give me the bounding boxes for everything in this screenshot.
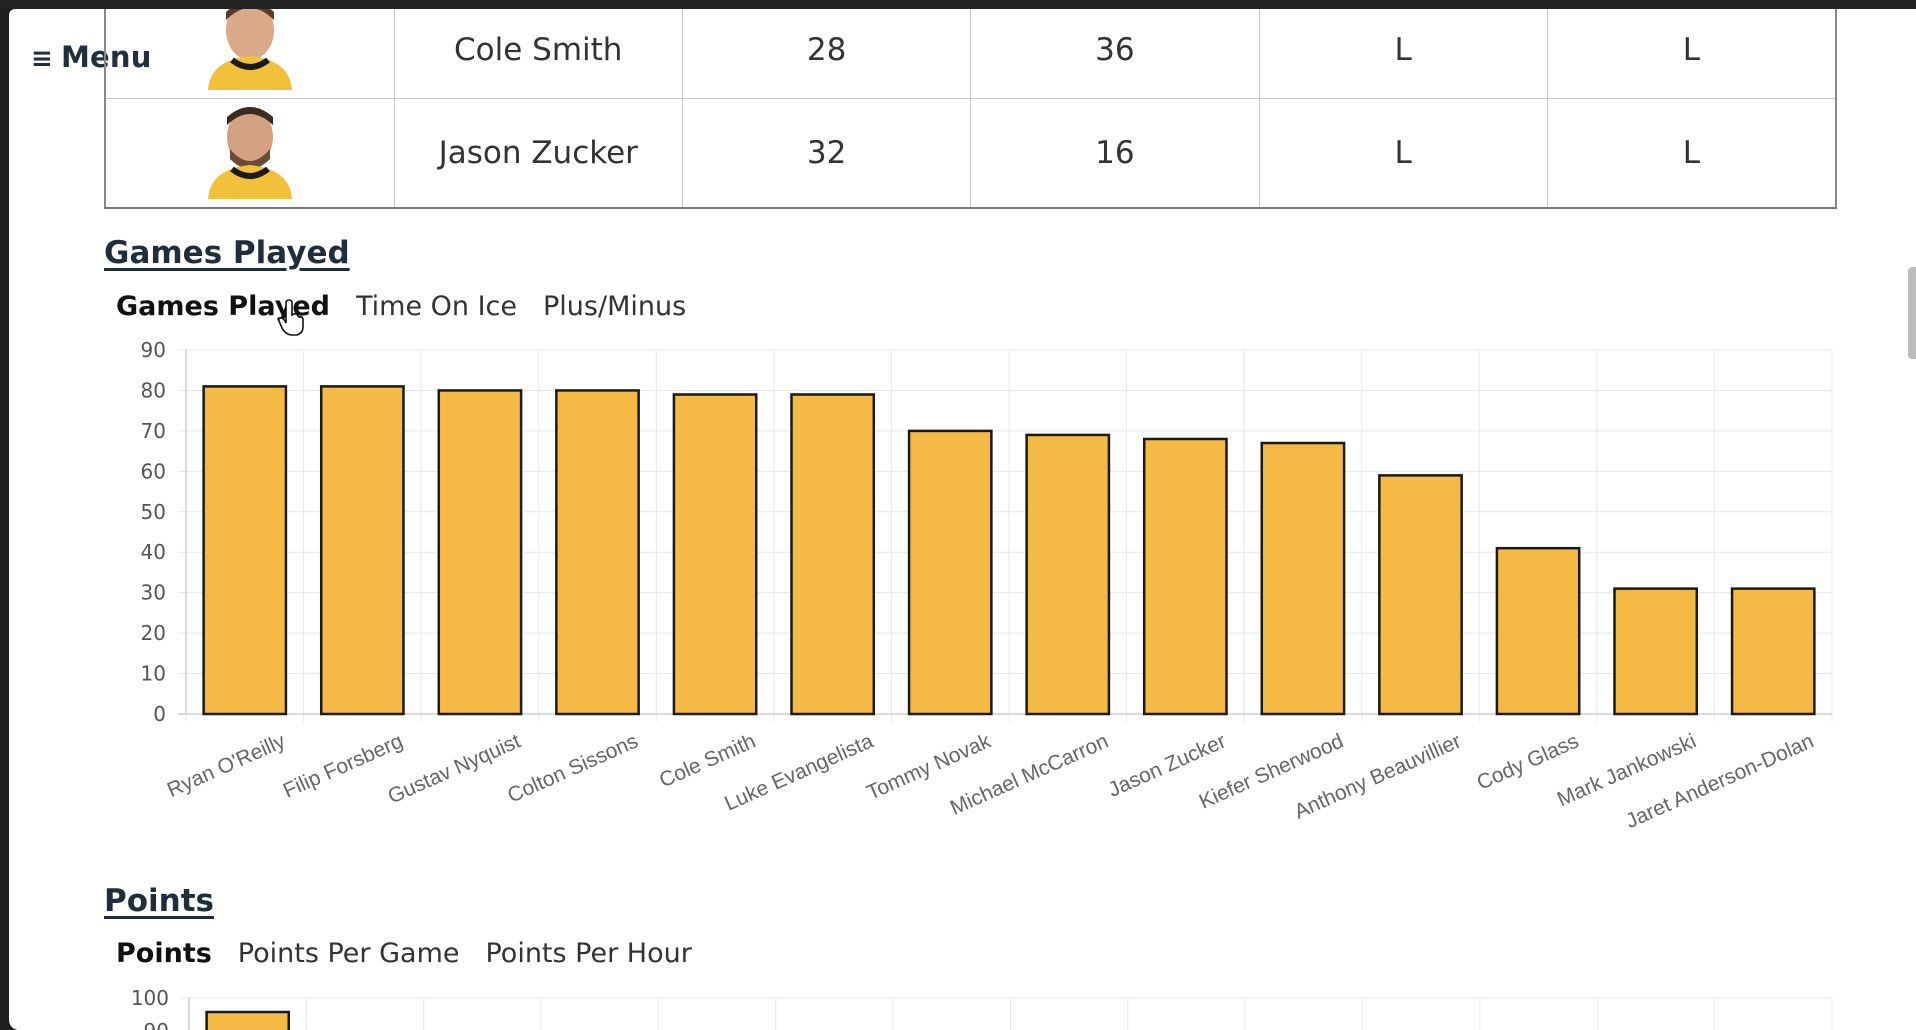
bar	[205, 1010, 291, 1030]
points-chart: 100 90	[131, 986, 1833, 1030]
scrollbar-thumb[interactable]	[1908, 267, 1916, 359]
player-name: Jason Zucker	[393, 98, 683, 209]
tab-points[interactable]: Points	[116, 938, 212, 969]
y-tick-label: 90	[144, 1019, 169, 1030]
bar	[1730, 587, 1816, 716]
tab-points-per-game[interactable]: Points Per Game	[237, 938, 460, 969]
y-tick-label: 20	[141, 621, 166, 645]
y-tick-label: 30	[141, 581, 166, 605]
table-row: Jason Zucker 32 16 L L	[103, 98, 1837, 209]
bar	[319, 385, 405, 716]
games-played-heading: Games Played	[104, 235, 350, 271]
bar	[907, 429, 993, 716]
points-heading: Points	[104, 883, 214, 919]
stat-cell: L	[1258, 9, 1548, 99]
stat-cell: 28	[681, 9, 972, 99]
window-top-bar	[0, 0, 1916, 9]
y-tick-label: 40	[141, 540, 166, 564]
bar	[790, 393, 876, 716]
bar	[437, 389, 523, 716]
y-tick-label: 100	[131, 986, 169, 1010]
bar	[1613, 587, 1699, 716]
y-tick-label: 10	[141, 662, 166, 686]
tab-plus-minus[interactable]: Plus/Minus	[543, 291, 687, 322]
bar	[1495, 546, 1581, 716]
stat-cell: L	[1546, 9, 1837, 99]
y-tick-label: 0	[153, 702, 166, 726]
tab-points-per-hour[interactable]: Points Per Hour	[485, 938, 692, 969]
tab-time-on-ice[interactable]: Time On Ice	[355, 291, 518, 322]
bar	[1142, 437, 1228, 716]
y-tick-label: 80	[141, 378, 166, 402]
stat-cell: 16	[970, 98, 1260, 209]
player-photo	[207, 107, 292, 199]
points-tabs: Points Points Per Game Points Per Hour	[116, 938, 692, 969]
player-name: Cole Smith	[393, 9, 683, 99]
bar	[1378, 474, 1463, 716]
bar	[1260, 441, 1346, 716]
y-tick-label: 90	[141, 338, 166, 362]
bar	[672, 393, 758, 716]
y-tick-label: 50	[141, 500, 166, 524]
stat-cell: 32	[681, 98, 972, 209]
y-tick-label: 60	[141, 459, 166, 483]
stat-cell: L	[1258, 98, 1548, 209]
bar	[555, 389, 640, 716]
y-tick-label: 70	[141, 419, 166, 443]
stat-cell: 36	[970, 9, 1260, 99]
stat-cell: L	[1546, 98, 1837, 209]
table-row: Cole Smith 28 36 L L	[103, 9, 1837, 99]
player-photo	[207, 9, 292, 90]
page: ≡ Menu Cole Smith 28 36 L L	[9, 9, 1916, 1030]
hamburger-icon: ≡	[31, 44, 53, 74]
bar	[1025, 433, 1111, 716]
bar	[202, 385, 288, 716]
roster-table: Cole Smith 28 36 L L Jason Zucker	[103, 9, 1837, 209]
hand-cursor-icon	[277, 299, 304, 336]
